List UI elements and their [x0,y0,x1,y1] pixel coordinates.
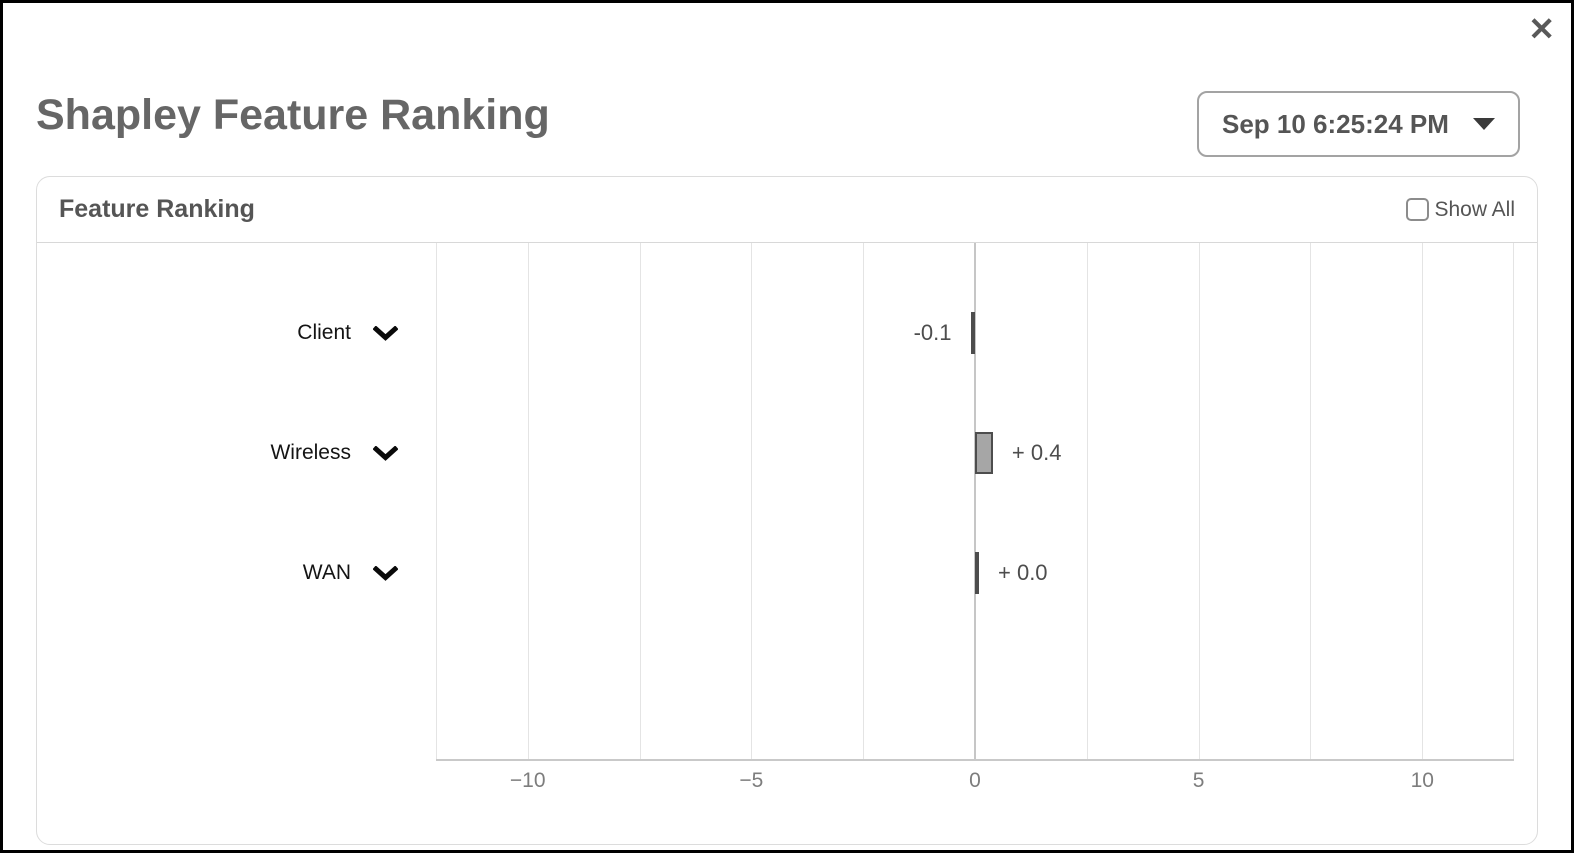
chart-region: Client Wireless WAN -0.1 + 0.4 + 0.0 −10 −5 0 5… [37,243,1537,844]
category-dropdown-client[interactable]: Client [37,311,436,355]
gridline [751,243,753,759]
x-tick-label: 5 [1192,769,1205,792]
chevron-down-icon [373,325,398,341]
gridline [527,243,529,759]
category-dropdown-wireless[interactable]: Wireless [37,431,436,475]
category-labels-column: Client Wireless WAN [37,243,436,759]
page-title: Shapley Feature Ranking [36,91,550,139]
timestamp-dropdown[interactable]: Sep 10 6:25:24 PM [1197,91,1520,157]
bar-wireless [975,432,993,474]
x-tick-label: 0 [969,769,981,792]
show-all-control[interactable]: Show All [1406,198,1515,222]
plot-edge-line [436,243,437,759]
zero-gridline [974,243,976,759]
bar-client [970,312,975,354]
plot-edge-line [1513,243,1514,759]
bar-wan [975,552,979,594]
show-all-label: Show All [1434,197,1515,221]
caret-down-icon [1473,118,1495,130]
gridline [1310,243,1312,759]
card-header: Feature Ranking Show All [37,177,1537,243]
category-label: WAN [302,561,351,584]
x-tick-label: −5 [739,769,764,792]
x-axis-ticks: −10 −5 0 5 10 [436,761,1514,801]
x-tick-label: −10 [509,769,546,792]
feature-ranking-card: Feature Ranking Show All Client Wireless W… [36,176,1538,845]
value-label: + 0.4 [1011,440,1062,465]
panel-title: Feature Ranking [59,195,255,223]
close-icon[interactable]: ✕ [1528,11,1555,47]
gridline [1086,243,1088,759]
plot-area: -0.1 + 0.4 + 0.0 [436,243,1514,761]
gridline [1422,243,1424,759]
category-label: Wireless [270,441,351,464]
gridline [863,243,865,759]
value-label: -0.1 [913,320,952,345]
category-label: Client [297,321,351,344]
category-dropdown-wan[interactable]: WAN [37,551,436,595]
show-all-checkbox[interactable] [1406,198,1430,221]
gridline [639,243,641,759]
x-tick-label: 10 [1410,769,1434,792]
timestamp-value: Sep 10 6:25:24 PM [1222,108,1449,139]
gridline [1198,243,1200,759]
value-label: + 0.0 [998,560,1048,585]
chevron-down-icon [373,565,398,581]
chevron-down-icon [373,445,398,461]
